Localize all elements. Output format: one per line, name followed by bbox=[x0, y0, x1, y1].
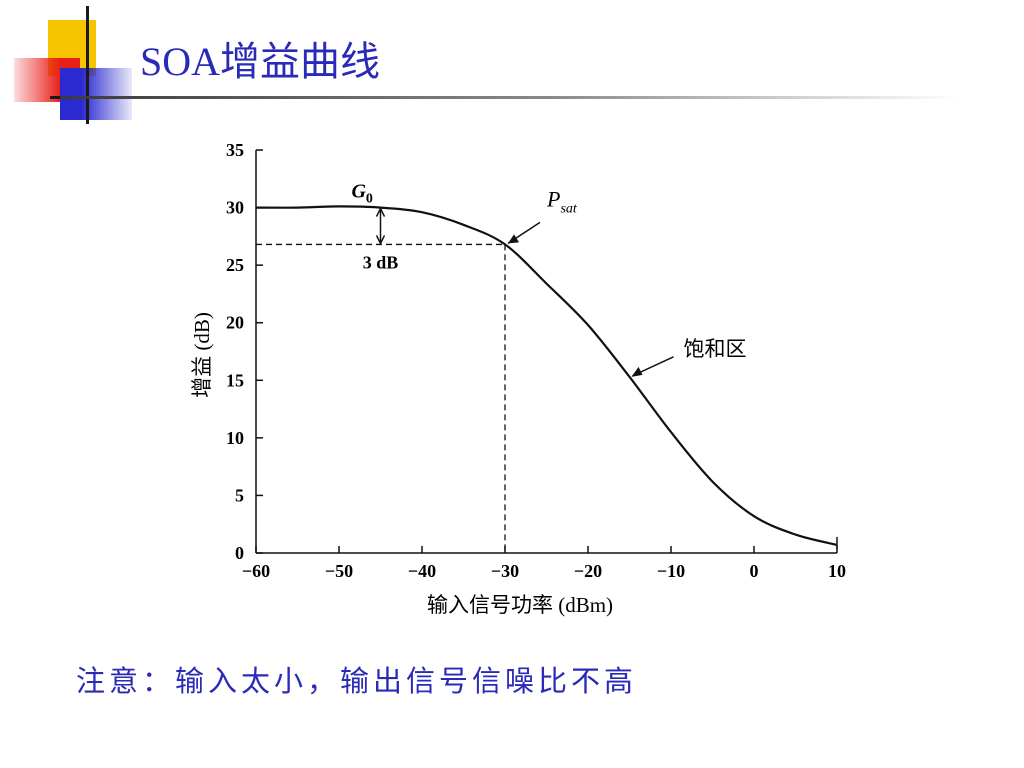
y-tick-label: 15 bbox=[226, 370, 244, 390]
x-tick-label: 10 bbox=[828, 561, 846, 581]
g0-label: G0 bbox=[351, 181, 372, 207]
gain-curve bbox=[255, 205, 838, 546]
y-tick-label: 30 bbox=[226, 198, 244, 218]
annotations: 3 dB G0 Psat 饱和区 bbox=[351, 181, 747, 377]
x-axis-label: 输入信号功率 (dBm) bbox=[427, 593, 613, 617]
y-tick-label: 25 bbox=[226, 255, 244, 275]
guide-lines bbox=[256, 243, 838, 553]
chart-axes bbox=[255, 150, 837, 554]
x-tick-label: −60 bbox=[242, 561, 270, 581]
slide-title: SOA增益曲线 bbox=[140, 39, 381, 84]
x-tick-label: −40 bbox=[408, 561, 436, 581]
y-ticks: 0 5 10 15 20 25 30 35 bbox=[226, 140, 263, 563]
x-tick-label: −20 bbox=[574, 561, 602, 581]
y-axis-label: 增益 (dB) bbox=[190, 312, 214, 398]
saturation-arrow-head bbox=[631, 366, 643, 377]
y-tick-label: 10 bbox=[226, 428, 244, 448]
g0-subscript: 0 bbox=[366, 192, 373, 207]
psat-arrow-head bbox=[508, 234, 519, 244]
psat-label: Psat bbox=[546, 186, 578, 216]
title-underline bbox=[60, 96, 960, 99]
drop-arrow-head-down bbox=[375, 235, 386, 246]
saturation-label: 饱和区 bbox=[684, 337, 747, 361]
drop-label: 3 dB bbox=[363, 252, 399, 272]
x-tick-label: 0 bbox=[750, 561, 759, 581]
deco-blue-square bbox=[60, 68, 132, 120]
psat-letter: P bbox=[546, 186, 560, 211]
g0-letter: G bbox=[351, 181, 366, 203]
slide-note: 注意：输入太小，输出信号信噪比不高 bbox=[76, 664, 638, 698]
y-tick-label: 5 bbox=[235, 485, 244, 505]
y-tick-label: 0 bbox=[235, 543, 244, 563]
drop-arrow-head-up bbox=[375, 206, 386, 217]
x-ticks: −60 −50 −40 −30 −20 −10 0 10 bbox=[242, 546, 846, 581]
x-tick-label: −30 bbox=[491, 561, 519, 581]
x-tick-label: −10 bbox=[657, 561, 685, 581]
y-tick-label: 20 bbox=[226, 313, 244, 333]
deco-vertical-line bbox=[86, 6, 89, 124]
x-tick-label: −50 bbox=[325, 561, 353, 581]
y-tick-label: 35 bbox=[226, 140, 244, 160]
psat-subscript: sat bbox=[560, 201, 577, 216]
